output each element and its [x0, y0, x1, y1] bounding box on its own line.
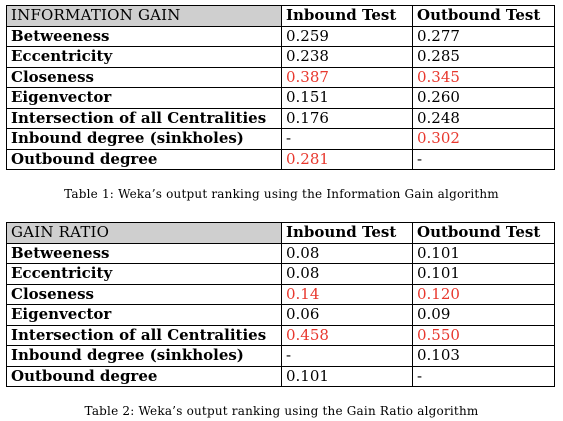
- table-row: Outbound degree 0.281-: [6, 148, 555, 170]
- column-header-outbound: Outbound Test: [412, 222, 555, 244]
- inbound-value-cell: -: [281, 345, 413, 367]
- inbound-value-cell: 0.259: [281, 25, 413, 47]
- outbound-value-cell: 0.101: [412, 242, 555, 264]
- inbound-value-cell: 0.08: [281, 263, 413, 285]
- column-header-outbound: Outbound Test: [412, 5, 555, 27]
- row-label: Inbound degree (sinkholes): [6, 128, 282, 150]
- outbound-value-cell: 0.550: [412, 324, 555, 346]
- outbound-value-cell: 0.345: [412, 66, 555, 88]
- outbound-value-cell: 0.248: [412, 107, 555, 129]
- row-label: Eccentricity: [6, 46, 282, 68]
- table-row: Intersection of all Centralities 0.458 0.5…: [6, 324, 555, 346]
- table-title: INFORMATION GAIN: [6, 5, 282, 27]
- table-header-row: INFORMATION GAIN Inbound Test Outbound T…: [6, 5, 555, 27]
- inbound-value-cell: 0.176: [281, 107, 413, 129]
- outbound-value-cell: 0.103: [412, 345, 555, 367]
- outbound-value-cell: 0.285: [412, 46, 555, 68]
- table-caption: Table 1: Weka’s output ranking using the…: [64, 187, 499, 201]
- row-label: Eigenvector: [6, 304, 282, 326]
- row-label: Betweeness: [6, 25, 282, 47]
- row-label: Intersection of all Centralities: [6, 324, 282, 346]
- inbound-value-cell: 0.08: [281, 242, 413, 264]
- outbound-value-cell: 0.277: [412, 25, 555, 47]
- outbound-value-cell: 0.120: [412, 283, 555, 305]
- row-label: Eccentricity: [6, 263, 282, 285]
- table-row: Closeness 0.14 0.120: [6, 283, 555, 305]
- inbound-value-cell: 0.281: [281, 148, 413, 170]
- outbound-value-cell: 0.101: [412, 263, 555, 285]
- table-row: Inbound degree (sinkholes) -0.103: [6, 345, 555, 367]
- table-row: Eccentricity 0.238 0.285: [6, 46, 555, 68]
- table-row: Intersection of all Centralities 0.176 0.2…: [6, 107, 555, 129]
- row-label: Outbound degree: [6, 148, 282, 170]
- inbound-value-cell: 0.151: [281, 87, 413, 109]
- inbound-value-cell: 0.06: [281, 304, 413, 326]
- table-header-row: GAIN RATIO Inbound Test Outbound Test: [6, 222, 555, 244]
- inbound-value-cell: -: [281, 128, 413, 150]
- table-row: Outbound degree 0.101-: [6, 365, 555, 387]
- table-caption: Table 2: Weka’s output ranking using the…: [84, 404, 479, 418]
- inbound-value-cell: 0.101: [281, 365, 413, 387]
- row-label: Closeness: [6, 283, 282, 305]
- row-label: Intersection of all Centralities: [6, 107, 282, 129]
- table-title: GAIN RATIO: [6, 222, 282, 244]
- inbound-value-cell: 0.238: [281, 46, 413, 68]
- inbound-value-cell: 0.458: [281, 324, 413, 346]
- table-row: Eigenvector 0.06 0.09: [6, 304, 555, 326]
- outbound-value-cell: 0.09: [412, 304, 555, 326]
- table-row: Betweeness 0.259 0.277: [6, 25, 555, 47]
- outbound-value-cell: 0.302: [412, 128, 555, 150]
- table-row: Inbound degree (sinkholes) -0.302: [6, 128, 555, 150]
- table-row: Closeness 0.387 0.345: [6, 66, 555, 88]
- row-label: Eigenvector: [6, 87, 282, 109]
- row-label: Outbound degree: [6, 365, 282, 387]
- table-row: Eccentricity 0.08 0.101: [6, 263, 555, 285]
- table-row: Betweeness 0.08 0.101: [6, 242, 555, 264]
- row-label: Closeness: [6, 66, 282, 88]
- row-label: Inbound degree (sinkholes): [6, 345, 282, 367]
- information-gain-table: INFORMATION GAIN Inbound Test Outbound T…: [6, 5, 555, 170]
- gain-ratio-table: GAIN RATIO Inbound Test Outbound Test Be…: [6, 222, 555, 387]
- inbound-value-cell: 0.14: [281, 283, 413, 305]
- row-label: Betweeness: [6, 242, 282, 264]
- outbound-value-cell: -: [412, 365, 555, 387]
- outbound-value-cell: -: [412, 148, 555, 170]
- outbound-value-cell: 0.260: [412, 87, 555, 109]
- table-row: Eigenvector 0.151 0.260: [6, 87, 555, 109]
- column-header-inbound: Inbound Test: [281, 222, 413, 244]
- inbound-value-cell: 0.387: [281, 66, 413, 88]
- column-header-inbound: Inbound Test: [281, 5, 413, 27]
